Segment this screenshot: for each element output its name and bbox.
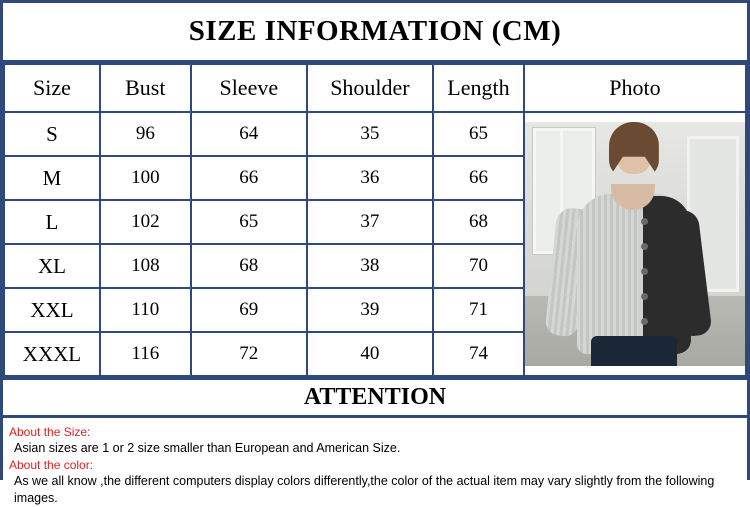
size-note-body: Asian sizes are 1 or 2 size smaller than… [14,441,401,455]
product-photo [524,122,745,366]
table-row: XXXL 116 72 40 74 [3,331,746,377]
cell-bust: 108 [98,243,192,289]
cell-sleeve: 72 [189,331,308,377]
cell-size: XXL [3,287,101,333]
table-row: XXL 110 69 39 71 [3,287,746,333]
cell-length: 74 [432,331,525,377]
size-information-table: Size Bust Sleeve Shoulder Length Photo S… [3,63,748,377]
cell-length: 65 [432,111,525,157]
attention-bar: ATTENTION [3,377,747,418]
cell-size: XL [3,243,101,289]
cell-length: 71 [432,287,525,333]
column-header-shoulder: Shoulder [305,63,435,113]
color-note-body: As we all know ,the different computers … [14,474,715,505]
color-note-title: About the color: [9,458,94,472]
table-row: XL 108 68 38 70 [3,243,746,289]
cell-bust: 96 [98,111,192,157]
cell-bust: 100 [98,155,192,201]
column-header-length: Length [432,63,525,113]
cell-shoulder: 40 [305,331,435,377]
cell-bust: 102 [98,199,192,245]
table-row: S 96 64 35 65 [3,111,748,377]
product-photo-cell [522,111,748,377]
cell-shoulder: 35 [305,111,435,157]
cell-sleeve: 65 [189,199,308,245]
table-row: L 102 65 37 68 [3,199,746,245]
size-note-title: About the Size: [9,425,91,439]
cell-bust: 116 [98,331,192,377]
column-header-photo: Photo [522,63,748,113]
cell-sleeve: 68 [189,243,308,289]
cell-length: 66 [432,155,525,201]
cell-length: 70 [432,243,525,289]
cell-bust: 110 [98,287,192,333]
column-header-size: Size [3,63,101,113]
cell-shoulder: 39 [305,287,435,333]
table-row: M 100 66 36 66 [3,155,746,201]
title-bar: SIZE INFORMATION (CM) [3,3,747,63]
cell-size: S [3,111,101,157]
cell-sleeve: 66 [189,155,308,201]
attention-heading: ATTENTION [303,384,447,410]
notes-section: About the Size: Asian sizes are 1 or 2 s… [3,418,747,507]
cell-length: 68 [432,199,525,245]
cell-shoulder: 36 [305,155,435,201]
cell-shoulder: 38 [305,243,435,289]
cell-sleeve: 64 [189,111,308,157]
cell-sleeve: 69 [189,287,308,333]
column-header-bust: Bust [98,63,192,113]
cell-size: XXXL [3,331,101,377]
table-header-row: Size Bust Sleeve Shoulder Length Photo [3,63,748,113]
cell-shoulder: 37 [305,199,435,245]
column-header-sleeve: Sleeve [189,63,308,113]
cell-size: M [3,155,101,201]
page-title: SIZE INFORMATION (CM) [188,15,562,47]
cell-size: L [3,199,101,245]
